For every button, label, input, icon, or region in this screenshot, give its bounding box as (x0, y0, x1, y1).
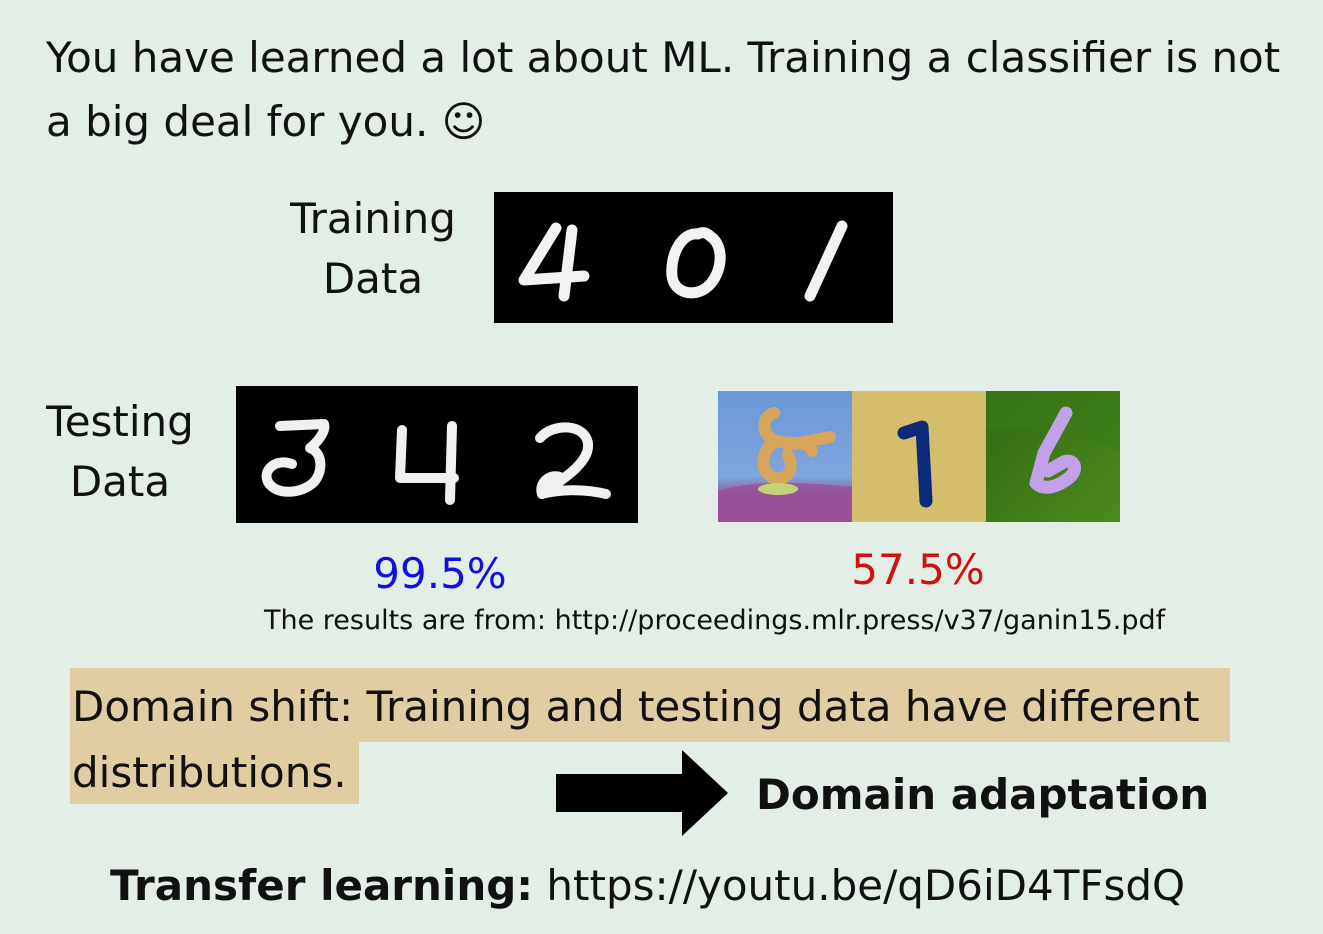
training-data-label: Training Data (270, 189, 476, 309)
transfer-learning-label: Transfer learning: (110, 861, 534, 910)
right-arrow-icon (556, 750, 728, 836)
testing-label-line1: Testing (46, 397, 194, 446)
training-digits-image (494, 192, 893, 323)
testing-data-label: Testing Data (28, 392, 212, 512)
intro-text: You have learned a lot about ML. Trainin… (46, 33, 1281, 146)
accuracy-mnistm: 57.5% (851, 545, 985, 594)
testing-mnistm-digits-image (718, 391, 1120, 522)
training-label-line1: Training (290, 194, 456, 243)
transfer-learning-url[interactable]: https://youtu.be/qD6iD4TFsdQ (533, 861, 1186, 910)
highlight-band-line1 (70, 668, 1230, 742)
training-label-line2: Data (322, 254, 424, 303)
source-note: The results are from: http://proceedings… (264, 605, 1166, 636)
domain-shift-text: Domain shift: Training and testing data … (72, 682, 1200, 797)
testing-mnist-digits-image (236, 386, 638, 523)
transfer-learning-line: Transfer learning: https://youtu.be/qD6i… (110, 856, 1290, 916)
domain-adaptation-label: Domain adaptation (756, 770, 1210, 819)
highlight-band-line2 (70, 742, 359, 804)
testing-label-line2: Data (69, 457, 171, 506)
accuracy-mnist: 99.5% (373, 549, 507, 598)
